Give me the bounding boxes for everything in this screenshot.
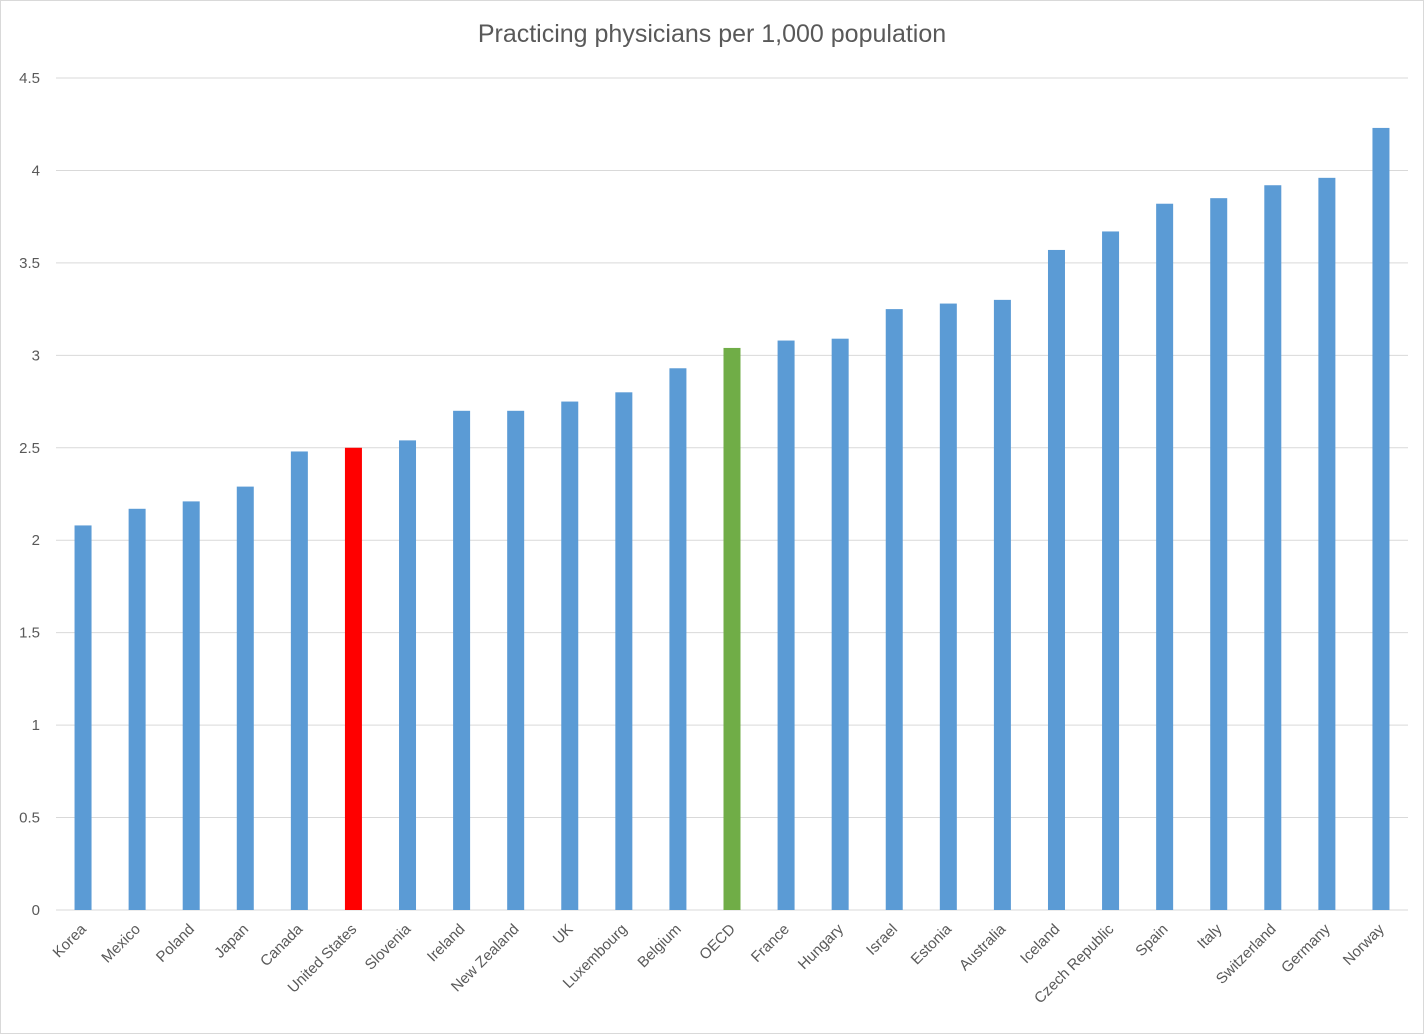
bar-germany [1318, 177, 1336, 911]
bar-poland [182, 501, 200, 910]
x-tick-label: Norway [1340, 920, 1388, 968]
x-tick-label: Korea [50, 920, 91, 961]
bar-switzerland [1264, 185, 1282, 911]
bar-iceland [1047, 249, 1065, 911]
y-tick-label: 3.5 [19, 255, 40, 272]
bar-canada [290, 451, 308, 910]
bar-luxembourg [615, 392, 633, 910]
x-tick-label: Hungary [795, 920, 847, 972]
x-tick-label: Slovenia [362, 920, 415, 973]
bar-oecd [723, 347, 741, 911]
y-tick-label: 1.5 [19, 625, 40, 642]
x-tick-label: UK [550, 921, 577, 948]
bar-australia [993, 299, 1011, 910]
x-tick-label: Spain [1132, 921, 1171, 960]
x-tick-label: France [748, 921, 793, 966]
bar-korea [74, 525, 92, 910]
y-axis-ticks: 0 0.5 1 1.5 2 2.5 3 3.5 4 4.5 [19, 70, 40, 919]
bar-estonia [939, 303, 957, 910]
bar-new-zealand [507, 410, 525, 910]
x-tick-label: Germany [1278, 920, 1334, 976]
bar-spain [1156, 203, 1174, 911]
x-tick-label: Poland [153, 921, 198, 966]
x-tick-label: Ireland [424, 921, 468, 965]
bar-czech-republic [1102, 231, 1120, 911]
bar-france [777, 340, 795, 910]
bar-slovenia [399, 440, 417, 910]
bar-norway [1372, 127, 1390, 911]
x-tick-label: Canada [257, 920, 307, 970]
x-tick-label: Iceland [1017, 921, 1063, 967]
bar-italy [1210, 198, 1228, 910]
x-tick-label: OECD [696, 921, 739, 964]
y-tick-label: 0.5 [19, 810, 40, 827]
bar-belgium [669, 368, 687, 911]
y-tick-label: 4.5 [19, 70, 40, 87]
x-tick-label: Australia [956, 920, 1010, 974]
bar-mexico [128, 508, 146, 910]
x-tick-label: Japan [211, 921, 252, 962]
x-tick-label: Mexico [98, 921, 144, 967]
x-tick-label: Estonia [908, 920, 956, 968]
bar-ireland [453, 410, 471, 910]
y-tick-label: 0 [32, 902, 40, 919]
x-tick-label: Italy [1194, 920, 1226, 952]
bar-united-states [344, 447, 362, 910]
bar-hungary [831, 338, 849, 910]
bar-israel [885, 309, 903, 911]
y-tick-label: 1 [32, 717, 40, 734]
y-tick-label: 3 [32, 347, 40, 364]
y-tick-label: 2.5 [19, 440, 40, 457]
x-tick-label: Israel [863, 921, 901, 959]
bar-japan [236, 486, 254, 910]
x-tick-label: Belgium [634, 921, 684, 971]
y-tick-label: 2 [32, 532, 40, 549]
y-tick-label: 4 [32, 162, 40, 179]
bar-uk [561, 401, 579, 910]
bars [74, 127, 1390, 911]
chart-title: Practicing physicians per 1,000 populati… [477, 20, 947, 48]
